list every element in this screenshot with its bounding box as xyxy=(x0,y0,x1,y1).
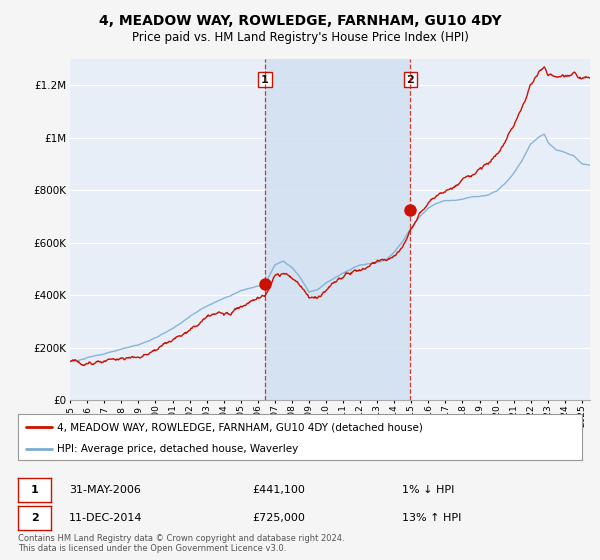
Text: Price paid vs. HM Land Registry's House Price Index (HPI): Price paid vs. HM Land Registry's House … xyxy=(131,31,469,44)
Text: 13% ↑ HPI: 13% ↑ HPI xyxy=(402,513,461,523)
Text: 11-DEC-2014: 11-DEC-2014 xyxy=(69,513,143,523)
Text: 4, MEADOW WAY, ROWLEDGE, FARNHAM, GU10 4DY (detached house): 4, MEADOW WAY, ROWLEDGE, FARNHAM, GU10 4… xyxy=(58,422,424,432)
Text: 31-MAY-2006: 31-MAY-2006 xyxy=(69,485,141,495)
Text: 1: 1 xyxy=(31,485,38,495)
Text: HPI: Average price, detached house, Waverley: HPI: Average price, detached house, Wave… xyxy=(58,444,299,454)
Text: 2: 2 xyxy=(31,513,38,523)
Text: £725,000: £725,000 xyxy=(252,513,305,523)
Text: 1% ↓ HPI: 1% ↓ HPI xyxy=(402,485,454,495)
Text: 4, MEADOW WAY, ROWLEDGE, FARNHAM, GU10 4DY: 4, MEADOW WAY, ROWLEDGE, FARNHAM, GU10 4… xyxy=(98,14,502,28)
Text: 1: 1 xyxy=(261,74,269,85)
Text: £441,100: £441,100 xyxy=(252,485,305,495)
Text: 2: 2 xyxy=(407,74,415,85)
Text: Contains HM Land Registry data © Crown copyright and database right 2024.
This d: Contains HM Land Registry data © Crown c… xyxy=(18,534,344,553)
Bar xyxy=(265,59,410,400)
